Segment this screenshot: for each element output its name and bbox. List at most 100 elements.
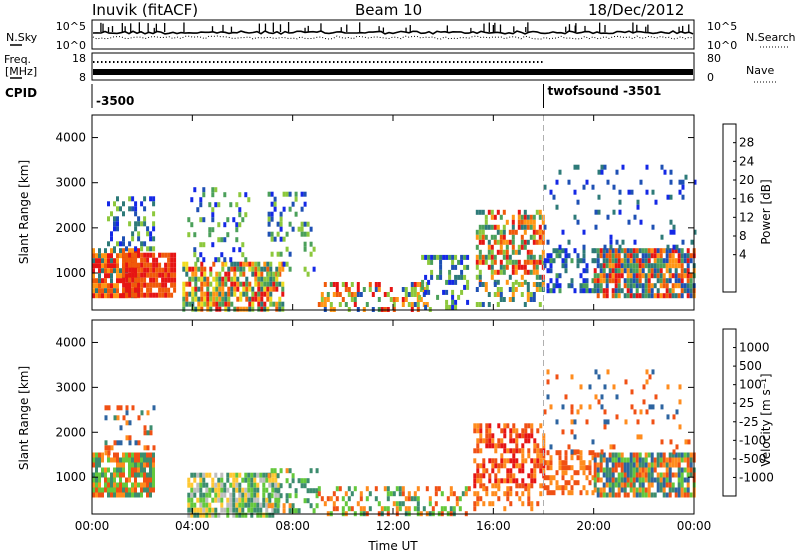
data-cell [596, 487, 600, 493]
data-cell [689, 278, 693, 284]
data-cell [125, 257, 129, 263]
data-cell [202, 497, 206, 503]
data-cell [205, 492, 209, 498]
data-cell [386, 506, 390, 512]
data-cell [209, 306, 213, 312]
data-cell [323, 282, 327, 287]
data-cell [478, 302, 482, 307]
data-cell [633, 214, 637, 220]
data-cell [350, 292, 354, 297]
data-cell [546, 283, 550, 289]
data-cell [131, 467, 134, 473]
data-cell [116, 452, 119, 458]
data-cell [626, 482, 630, 488]
data-cell [206, 301, 210, 307]
data-cell [488, 428, 492, 434]
data-cell [611, 472, 615, 478]
data-cell [256, 507, 260, 513]
data-cell [149, 457, 152, 463]
data-cell [199, 502, 203, 508]
data-cell [623, 462, 627, 468]
data-cell [570, 449, 574, 455]
data-cell [170, 262, 174, 268]
data-cell [615, 239, 619, 245]
data-cell [212, 291, 216, 297]
data-cell [200, 271, 204, 277]
data-cell [119, 482, 122, 488]
data-cell [134, 252, 138, 258]
data-cell [221, 296, 225, 302]
data-cell [635, 283, 639, 289]
data-cell [485, 428, 489, 434]
data-cell [502, 297, 506, 302]
data-cell [686, 278, 690, 284]
data-cell [128, 467, 131, 473]
data-cell [125, 273, 128, 279]
data-cell [524, 433, 528, 439]
data-cell [641, 248, 645, 254]
data-cell [523, 219, 527, 225]
data-cell [662, 278, 666, 284]
data-cell [272, 286, 276, 292]
data-cell [131, 262, 135, 268]
data-cell [173, 262, 177, 268]
data-cell [538, 214, 542, 220]
data-cell [653, 457, 657, 463]
data-cell [656, 248, 660, 254]
nsky-tick-low: 10^0 [56, 39, 86, 52]
data-cell [300, 478, 304, 484]
data-cell [608, 477, 612, 483]
data-cell [146, 452, 149, 458]
data-cell [558, 244, 562, 250]
data-cell [436, 254, 440, 260]
data-cell [401, 287, 405, 292]
data-cell [532, 224, 536, 230]
data-cell [684, 439, 688, 445]
data-cell [632, 253, 636, 259]
data-cell [602, 278, 606, 284]
data-cell [683, 467, 687, 473]
data-cell [116, 216, 119, 222]
data-cell [116, 253, 119, 259]
data-cell [680, 452, 684, 458]
data-cell [491, 438, 495, 444]
data-cell [194, 291, 198, 297]
data-cell [588, 465, 592, 471]
data-cell [523, 259, 527, 265]
data-cell [539, 463, 543, 469]
data-cell [193, 477, 197, 483]
data-cell [518, 448, 522, 454]
y-tick-label: 4000 [55, 335, 86, 349]
data-cell [678, 179, 682, 185]
data-cell [134, 221, 138, 227]
data-cell [485, 468, 489, 474]
data-cell [523, 209, 527, 215]
data-cell [202, 492, 206, 498]
data-cell [660, 164, 664, 170]
data-cell [143, 206, 147, 212]
data-cell [650, 492, 654, 498]
data-cell [332, 491, 336, 497]
data-cell [502, 254, 506, 260]
data-cell [533, 448, 537, 454]
data-cell [570, 404, 574, 410]
data-cell [484, 259, 488, 265]
data-cell [235, 502, 239, 508]
data-cell [475, 274, 479, 280]
data-cell [614, 293, 618, 299]
data-cell [422, 506, 426, 512]
data-cell [521, 491, 525, 497]
data-cell [427, 259, 431, 265]
data-cell [98, 253, 101, 259]
data-cell [521, 458, 525, 464]
data-cell [134, 257, 138, 263]
data-cell [281, 306, 285, 312]
data-cell [247, 472, 251, 478]
data-cell [511, 234, 515, 240]
data-cell [143, 282, 147, 288]
data-cell [416, 496, 420, 502]
data-cell [158, 252, 162, 258]
data-cell [250, 502, 254, 508]
data-cell [235, 497, 239, 503]
data-cell [681, 239, 685, 245]
